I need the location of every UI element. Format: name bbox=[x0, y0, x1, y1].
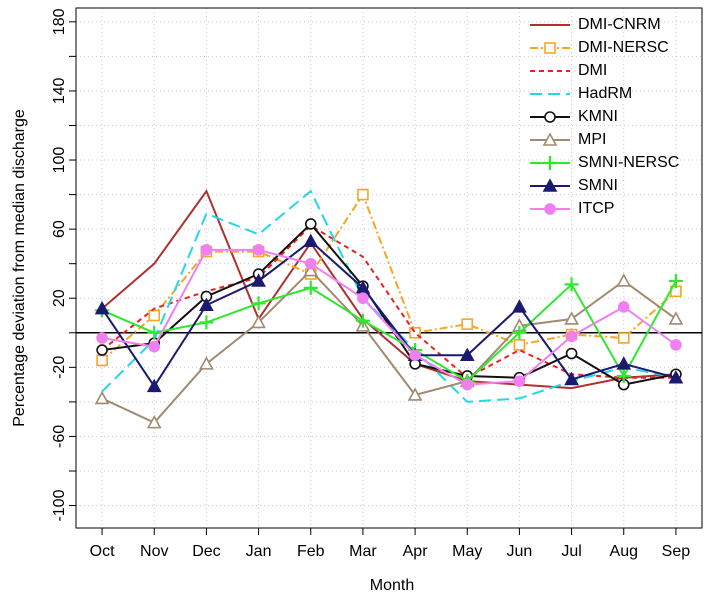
series-line bbox=[101, 239, 677, 389]
x-tick-label: Jun bbox=[507, 543, 533, 560]
marker bbox=[252, 244, 265, 256]
marker bbox=[304, 218, 317, 230]
marker bbox=[564, 371, 579, 386]
x-axis-label: Month bbox=[370, 577, 414, 594]
y-tick-label: 60 bbox=[51, 220, 68, 238]
marker bbox=[303, 280, 318, 295]
legend-marker bbox=[544, 203, 556, 215]
marker bbox=[148, 309, 161, 322]
marker bbox=[616, 368, 631, 383]
marker bbox=[199, 315, 214, 330]
x-tick-label: Feb bbox=[297, 543, 325, 560]
series-line bbox=[101, 222, 677, 386]
marker bbox=[251, 273, 266, 287]
marker bbox=[564, 311, 579, 325]
series-line bbox=[101, 269, 677, 424]
marker bbox=[199, 356, 214, 370]
marker bbox=[668, 273, 683, 288]
marker bbox=[355, 313, 370, 328]
marker bbox=[668, 370, 684, 384]
series-line bbox=[101, 280, 677, 383]
y-tick-label: 20 bbox=[51, 289, 68, 307]
x-tick-label: Dec bbox=[192, 543, 220, 560]
marker bbox=[303, 233, 319, 248]
marker bbox=[616, 356, 632, 370]
marker bbox=[146, 414, 162, 429]
legend-label: DMI-NERSC bbox=[578, 39, 669, 56]
marker bbox=[617, 332, 630, 344]
legend-marker bbox=[543, 156, 557, 170]
legend-label: SMNI bbox=[578, 177, 618, 194]
marker bbox=[147, 325, 162, 340]
marker bbox=[616, 273, 632, 287]
marker bbox=[513, 339, 526, 351]
marker bbox=[146, 378, 162, 393]
x-tick-label: Sep bbox=[662, 543, 691, 560]
y-axis-label: Percentage deviation from median dischar… bbox=[11, 109, 28, 427]
marker bbox=[357, 292, 369, 305]
marker bbox=[513, 375, 526, 387]
legend-label: HadRM bbox=[578, 85, 632, 102]
y-tick-label: 140 bbox=[51, 77, 68, 104]
marker bbox=[461, 318, 474, 330]
marker bbox=[148, 340, 161, 353]
legend-marker bbox=[544, 111, 556, 123]
marker bbox=[564, 277, 579, 292]
marker bbox=[670, 339, 682, 351]
marker bbox=[96, 344, 108, 356]
legend-marker bbox=[542, 132, 558, 146]
marker bbox=[668, 311, 684, 325]
plot-frame bbox=[75, 7, 703, 529]
x-tick-label: May bbox=[452, 543, 482, 560]
marker bbox=[303, 262, 319, 277]
legend-label: KMNI bbox=[578, 108, 618, 125]
x-tick-label: Jan bbox=[246, 543, 272, 560]
x-tick-label: Apr bbox=[403, 543, 429, 560]
marker bbox=[200, 244, 213, 256]
marker bbox=[461, 378, 474, 391]
series-line bbox=[101, 224, 676, 379]
y-tick-label: -20 bbox=[51, 356, 68, 379]
legend-label: DMI-CNRM bbox=[578, 16, 661, 33]
marker bbox=[357, 188, 369, 201]
marker bbox=[409, 349, 421, 362]
legend-label: DMI bbox=[578, 62, 607, 79]
marker bbox=[617, 301, 630, 313]
legend-label: SMNI-NERSC bbox=[578, 154, 679, 171]
marker bbox=[407, 387, 423, 401]
marker bbox=[459, 347, 475, 362]
series-line bbox=[101, 192, 677, 362]
legend-marker bbox=[544, 42, 556, 54]
marker bbox=[409, 326, 421, 339]
series-line bbox=[101, 189, 676, 390]
x-tick-label: Nov bbox=[140, 543, 168, 560]
y-tick-label: 180 bbox=[51, 8, 68, 35]
x-tick-label: Jul bbox=[561, 543, 581, 560]
x-tick-label: Oct bbox=[90, 543, 115, 560]
marker bbox=[512, 299, 527, 313]
marker bbox=[565, 330, 578, 343]
marker bbox=[199, 297, 214, 311]
marker bbox=[94, 300, 110, 315]
marker bbox=[512, 325, 527, 340]
x-tick-label: Aug bbox=[610, 543, 638, 560]
y-tick-label: -100 bbox=[51, 489, 68, 521]
legend-label: MPI bbox=[578, 131, 606, 148]
marker bbox=[304, 257, 317, 270]
marker bbox=[96, 332, 108, 344]
marker bbox=[251, 314, 266, 329]
legend-label: ITCP bbox=[578, 200, 614, 217]
legend-marker bbox=[542, 178, 558, 192]
marker bbox=[96, 354, 108, 367]
marker bbox=[565, 347, 578, 360]
marker bbox=[251, 296, 266, 311]
series-line bbox=[101, 248, 677, 386]
y-tick-label: 100 bbox=[51, 147, 68, 174]
y-tick-label: -60 bbox=[51, 425, 68, 448]
x-tick-label: Mar bbox=[349, 543, 377, 560]
marker bbox=[94, 390, 110, 405]
